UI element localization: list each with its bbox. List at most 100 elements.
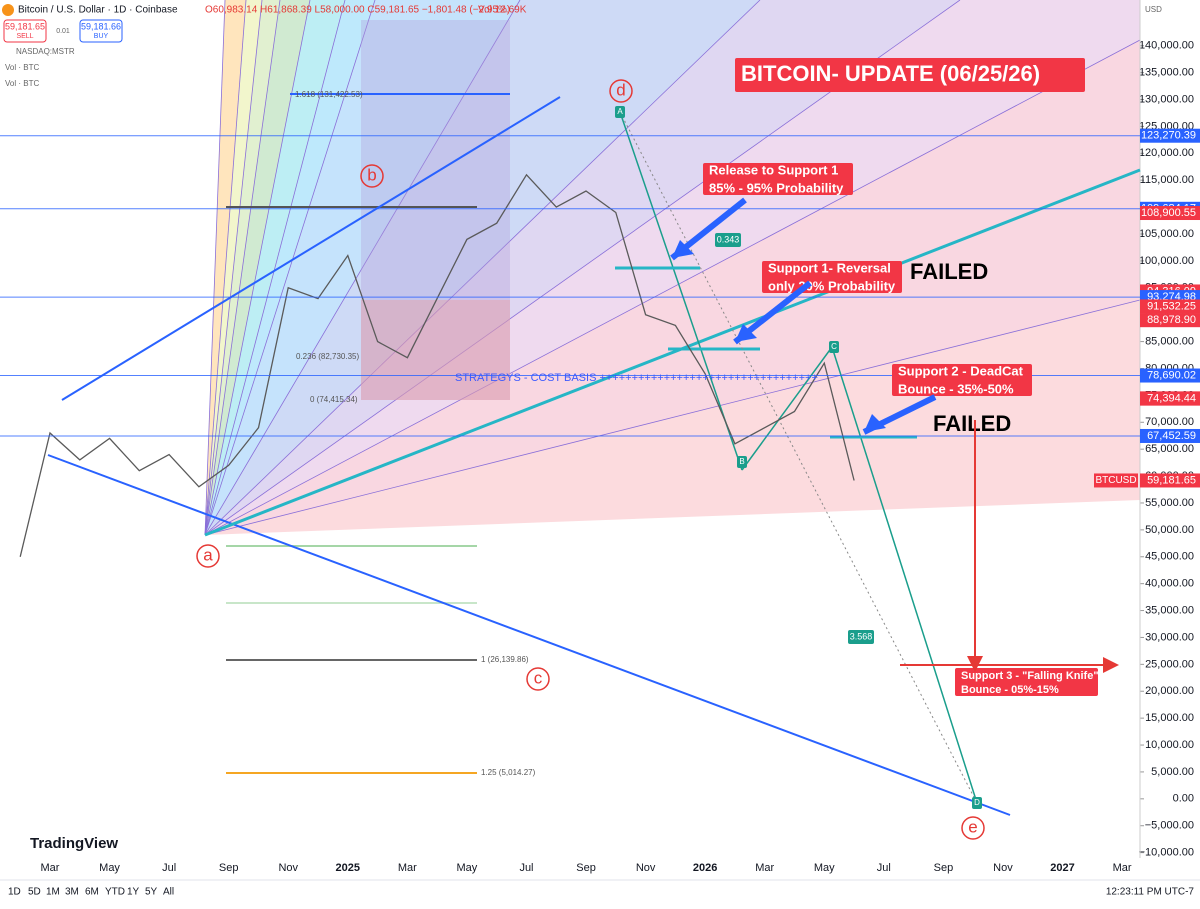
y-tick-label: 100,000.00 (1139, 255, 1194, 267)
overlay-label: Vol · BTC (5, 63, 39, 72)
fib-box (361, 300, 510, 400)
pattern-point: D (974, 798, 980, 807)
fan-line (204, 0, 247, 536)
x-tick-label: Mar (755, 862, 774, 874)
overlay-label: NASDAQ:MSTR (16, 47, 75, 56)
range-button[interactable]: 1M (46, 887, 60, 898)
sell: SELL (16, 33, 33, 40)
y-tick-label: 30,000.00 (1145, 631, 1194, 643)
annotation-box (735, 58, 1085, 92)
sell-price: 59,181.65 (5, 21, 45, 31)
annotation-text: Support 1- Reversal (768, 260, 891, 275)
x-tick-label: Sep (576, 862, 596, 874)
ratio-box (848, 630, 874, 644)
buy-price: 59,181.66 (81, 21, 121, 31)
y-tick-label: 35,000.00 (1145, 604, 1194, 616)
y-tick-label: −10,000.00 (1139, 847, 1194, 859)
y-tick-label: 50,000.00 (1145, 524, 1194, 536)
x-tick-label: 2027 (1050, 862, 1074, 874)
ratio-box (715, 233, 741, 247)
x-tick-label: Nov (636, 862, 656, 874)
y-tick-label: −5,000.00 (1145, 820, 1194, 832)
btc-icon (2, 4, 14, 16)
wave-circle (961, 816, 985, 840)
wave-circle (526, 667, 550, 691)
wave-label: a (203, 545, 213, 564)
fan-line (204, 0, 281, 536)
price-label-box (1140, 206, 1200, 221)
trend-line (204, 168, 1141, 537)
fan-line (204, 0, 263, 536)
price-label-box (1140, 368, 1200, 383)
x-tick-label: Jul (877, 862, 891, 874)
pattern-point: A (617, 107, 623, 116)
fan-line (204, 0, 376, 536)
annotation-text: only 20% Probability (768, 278, 896, 293)
wave-circle (360, 164, 384, 188)
price-label-box (1140, 313, 1200, 328)
fib-label: 1.618 (131,422.53) (295, 90, 363, 99)
range-button[interactable]: 1Y (127, 887, 140, 898)
fan-line (204, 0, 311, 536)
price-label-box (1140, 128, 1200, 143)
range-button[interactable]: YTD (105, 887, 125, 898)
price-line (19, 173, 855, 557)
range-button[interactable]: All (163, 887, 174, 898)
y-tick-label: 120,000.00 (1139, 147, 1194, 159)
y-tick-label: 65,000.00 (1145, 443, 1194, 455)
pointer-head (672, 240, 694, 258)
price-label-box (1140, 473, 1200, 488)
buy-btn[interactable] (79, 19, 123, 43)
annotation-box (703, 163, 853, 195)
y-tick-label: 130,000.00 (1139, 93, 1194, 105)
price-label: 67,452.59 (1147, 430, 1196, 442)
fan-line (204, 0, 761, 536)
pattern-point-box (615, 106, 625, 118)
annotation-text: Support 2 - DeadCat (898, 363, 1024, 378)
range-button[interactable]: 3M (65, 887, 79, 898)
wave-label: d (616, 80, 625, 99)
sell-btn[interactable] (3, 19, 47, 43)
x-tick-label: Nov (278, 862, 298, 874)
y-tick-label: 85,000.00 (1145, 335, 1194, 347)
price-label-box (1140, 391, 1200, 406)
y-tick-label: 125,000.00 (1139, 120, 1194, 132)
fib-label: 1.25 (5,014.27) (481, 768, 536, 777)
price-label: 108,900.55 (1141, 207, 1196, 219)
last-tag: BTCUSD (1095, 475, 1136, 486)
wave-circle (196, 544, 220, 568)
fan-line (204, 39, 1141, 536)
x-tick-label: 2026 (693, 862, 717, 874)
x-tick-label: Jul (162, 862, 176, 874)
fib-label: 0.236 (82,730.35) (296, 352, 359, 361)
price-label: 91,532.25 (1147, 300, 1196, 312)
fan-line (204, 0, 521, 536)
pattern-point: B (739, 457, 744, 466)
last-tag-box (1094, 473, 1138, 488)
pattern-point-box (829, 341, 839, 353)
cost-basis: STRATEGYS - COST BASIS +++++++++++++++++… (455, 372, 818, 384)
currency: USD (1145, 5, 1162, 14)
y-tick-label: 115,000.00 (1140, 174, 1194, 186)
price-label: 74,394.44 (1147, 393, 1196, 405)
x-tick-label: Mar (398, 862, 417, 874)
price-label: 88,978.90 (1147, 314, 1196, 326)
y-tick-label: 0.00 (1173, 793, 1194, 805)
annotation-box (892, 364, 1032, 396)
fan-line (204, 0, 346, 536)
x-tick-label: Mar (1113, 862, 1132, 874)
range-button[interactable]: 6M (85, 887, 99, 898)
trend-line (741, 346, 833, 471)
trend-line (61, 96, 561, 401)
price-label: 123,270.39 (1141, 130, 1196, 142)
y-tick-label: 20,000.00 (1145, 685, 1194, 697)
annotation-text: Support 3 - "Falling Knife" (961, 670, 1099, 682)
range-button[interactable]: 5D (28, 887, 41, 898)
price-label-box (1140, 428, 1200, 443)
pattern-point-box (972, 797, 982, 809)
range-button[interactable]: 1D (8, 887, 21, 898)
y-tick-label: 105,000.00 (1139, 228, 1194, 240)
range-button[interactable]: 5Y (145, 887, 158, 898)
y-tick-label: 140,000.00 (1139, 40, 1194, 52)
